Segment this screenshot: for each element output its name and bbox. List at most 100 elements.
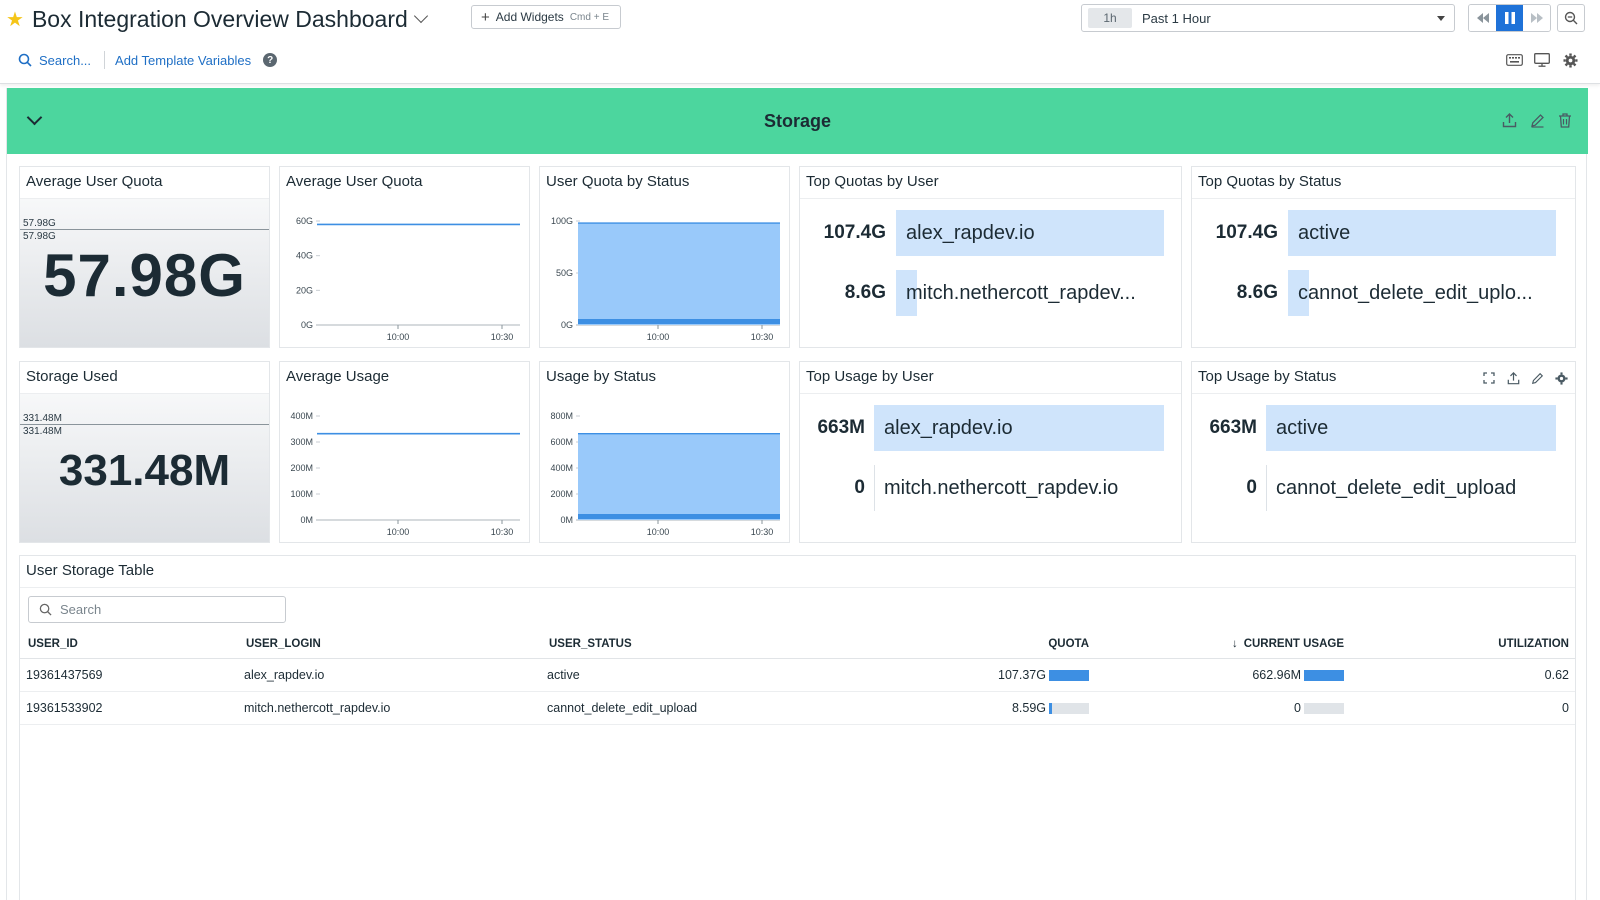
search-row: Search... Add Template Variables ? [18,50,278,70]
group-title: Storage [763,111,832,131]
timeseries-chart: 400M 300M 200M 100M 0M 10:00 10:30 [290,411,520,537]
toplist-value: 0 [1246,477,1257,498]
top-quotas-by-user-widget[interactable]: Top Quotas by User 107.4G alex_rapdev.io… [799,166,1182,348]
plus-icon: + [481,8,490,26]
widget-title: User Quota by Status [546,173,690,190]
widget-title: Average User Quota [286,173,423,190]
search-icon [18,53,32,67]
dashboard-title[interactable]: Box Integration Overview Dashboard [31,5,408,32]
column-header-user-status[interactable]: USER_STATUS [549,638,632,650]
zoom-out-button[interactable] [1557,4,1585,32]
export-icon[interactable] [1500,111,1518,129]
series-area-secondary [578,514,780,519]
pause-icon[interactable] [1496,5,1523,31]
table-search-input[interactable]: Search [28,596,286,623]
divider [20,587,1575,588]
widget-settings-gear-icon[interactable] [1553,370,1569,386]
dashboard-search-link[interactable]: Search... [18,53,91,68]
table-row[interactable]: 19361437569 alex_rapdev.io active 107.37… [20,659,1575,692]
column-header-user-id[interactable]: USER_ID [28,638,78,650]
storage-group-header: Storage [7,88,1588,154]
average-user-quota-timeseries[interactable]: Average User Quota 60G 40G 20G 0G 10:00 10:30 [279,166,530,348]
toplist-label: mitch.nethercott_rapdev.io [884,477,1119,499]
chevron-down-icon[interactable] [413,8,428,24]
dashboard-canvas: Storage Average User Quota 57.98G 57.98G… [6,88,1588,900]
y-tick-label: 400M [550,463,573,473]
toplist-value: 663M [817,417,865,438]
export-icon[interactable] [1505,370,1521,386]
toplist-row[interactable]: 8.6G mitch.nethercott_rapdev... [800,270,1181,316]
divider [20,393,269,394]
y-tick-label: 0G [561,320,573,330]
top-quotas-by-status-widget[interactable]: Top Quotas by Status 107.4G active 8.6G … [1191,166,1576,348]
average-usage-timeseries[interactable]: Average Usage 400M 300M 200M 100M 0M 10:00 10:… [279,361,530,543]
cell-user-login: alex_rapdev.io [244,668,325,682]
tv-mode-icon[interactable] [1533,52,1551,68]
toplist-row[interactable]: 107.4G active [1192,210,1575,256]
group-actions [1500,111,1574,129]
timeseries-chart: 60G 40G 20G 0G 10:00 10:30 [296,216,520,342]
y-tick-label: 100M [290,489,313,499]
edit-pencil-icon[interactable] [1529,370,1545,386]
column-header-user-login[interactable]: USER_LOGIN [246,638,321,650]
y-tick-label: 600M [550,437,573,447]
toplist-bar [1288,210,1556,256]
y-tick-label: 300M [290,437,313,447]
cell-utilization: 0 [1562,701,1569,715]
series-area [578,433,780,520]
column-header-current-usage[interactable]: ↓ CURRENT USAGE [1232,638,1344,650]
widget-title: User Storage Table [26,562,155,579]
header-tools [1505,52,1579,68]
y-tick-label: 0M [560,515,573,525]
settings-gear-icon[interactable] [1561,52,1579,68]
rewind-icon[interactable] [1469,5,1496,31]
widget-title: Average Usage [286,368,390,385]
keyboard-icon[interactable] [1505,52,1523,68]
fast-forward-icon[interactable] [1523,5,1550,31]
toplist-row[interactable]: 663M alex_rapdev.io [800,405,1181,451]
toplist-row[interactable]: 8.6G cannot_delete_edit_uplo... [1192,270,1575,316]
toplist-row[interactable]: 0 mitch.nethercott_rapdev.io [800,465,1181,511]
divider [20,658,1575,659]
quota-bar-fill [1049,670,1089,681]
x-tick-label: 10:00 [387,527,410,537]
user-quota-by-status-widget[interactable]: User Quota by Status 100G 50G 0G 10:00 10:30 [539,166,790,348]
dashboard-header: ★ Box Integration Overview Dashboard + A… [0,0,1600,84]
help-icon[interactable]: ? [263,53,278,67]
average-user-quota-query-value[interactable]: Average User Quota 57.98G 57.98G 57.98G [19,166,270,348]
sparkline-top [20,424,269,425]
toplist-row[interactable]: 0 cannot_delete_edit_upload [1192,465,1575,511]
toplist-row[interactable]: 107.4G alex_rapdev.io [800,210,1181,256]
add-widgets-button[interactable]: + Add Widgets Cmd + E [471,5,621,29]
fullscreen-icon[interactable] [1481,370,1497,386]
cell-quota: 107.37G [998,668,1046,682]
column-header-quota[interactable]: QUOTA [1048,638,1089,650]
y-tick-label: 800M [550,411,573,421]
table-search-placeholder: Search [60,602,102,617]
time-range-select[interactable]: 1h Past 1 Hour [1081,4,1455,32]
top-usage-by-status-widget[interactable]: Top Usage by Status 663M active 0 cannot [1191,361,1576,543]
add-widgets-shortcut: Cmd + E [569,11,609,23]
storage-used-query-value[interactable]: Storage Used 331.48M 331.48M 331.48M [19,361,270,543]
y-tick-label: 400M [290,411,313,421]
add-template-variables-link[interactable]: Add Template Variables [115,52,252,68]
cell-user-id: 19361437569 [26,668,103,682]
top-usage-by-user-widget[interactable]: Top Usage by User 663M alex_rapdev.io 0 … [799,361,1182,543]
user-storage-table-widget[interactable]: User Storage Table Search USER_ID USER_L… [19,555,1576,900]
trash-icon[interactable] [1556,111,1574,129]
usage-by-status-widget[interactable]: Usage by Status 800M 600M 400M 200M 0M 10:00 1… [539,361,790,543]
toplist-row[interactable]: 663M active [1192,405,1575,451]
cell-current-usage: 0 [1294,701,1301,715]
edit-pencil-icon[interactable] [1528,111,1546,129]
area-chart: 800M 600M 400M 200M 0M 10:00 10:30 [550,411,780,537]
cell-current-usage: 662.96M [1252,668,1301,682]
x-tick-label: 10:30 [491,332,514,342]
divider [1192,393,1575,394]
star-icon[interactable]: ★ [6,8,24,31]
toplist-bar [896,270,917,316]
widget-title: Top Quotas by Status [1198,173,1342,190]
x-tick-label: 10:30 [491,527,514,537]
column-header-utilization[interactable]: UTILIZATION [1498,638,1569,650]
table-row[interactable]: 19361533902 mitch.nethercott_rapdev.io c… [20,692,1575,725]
toplist-value: 8.6G [844,282,886,303]
